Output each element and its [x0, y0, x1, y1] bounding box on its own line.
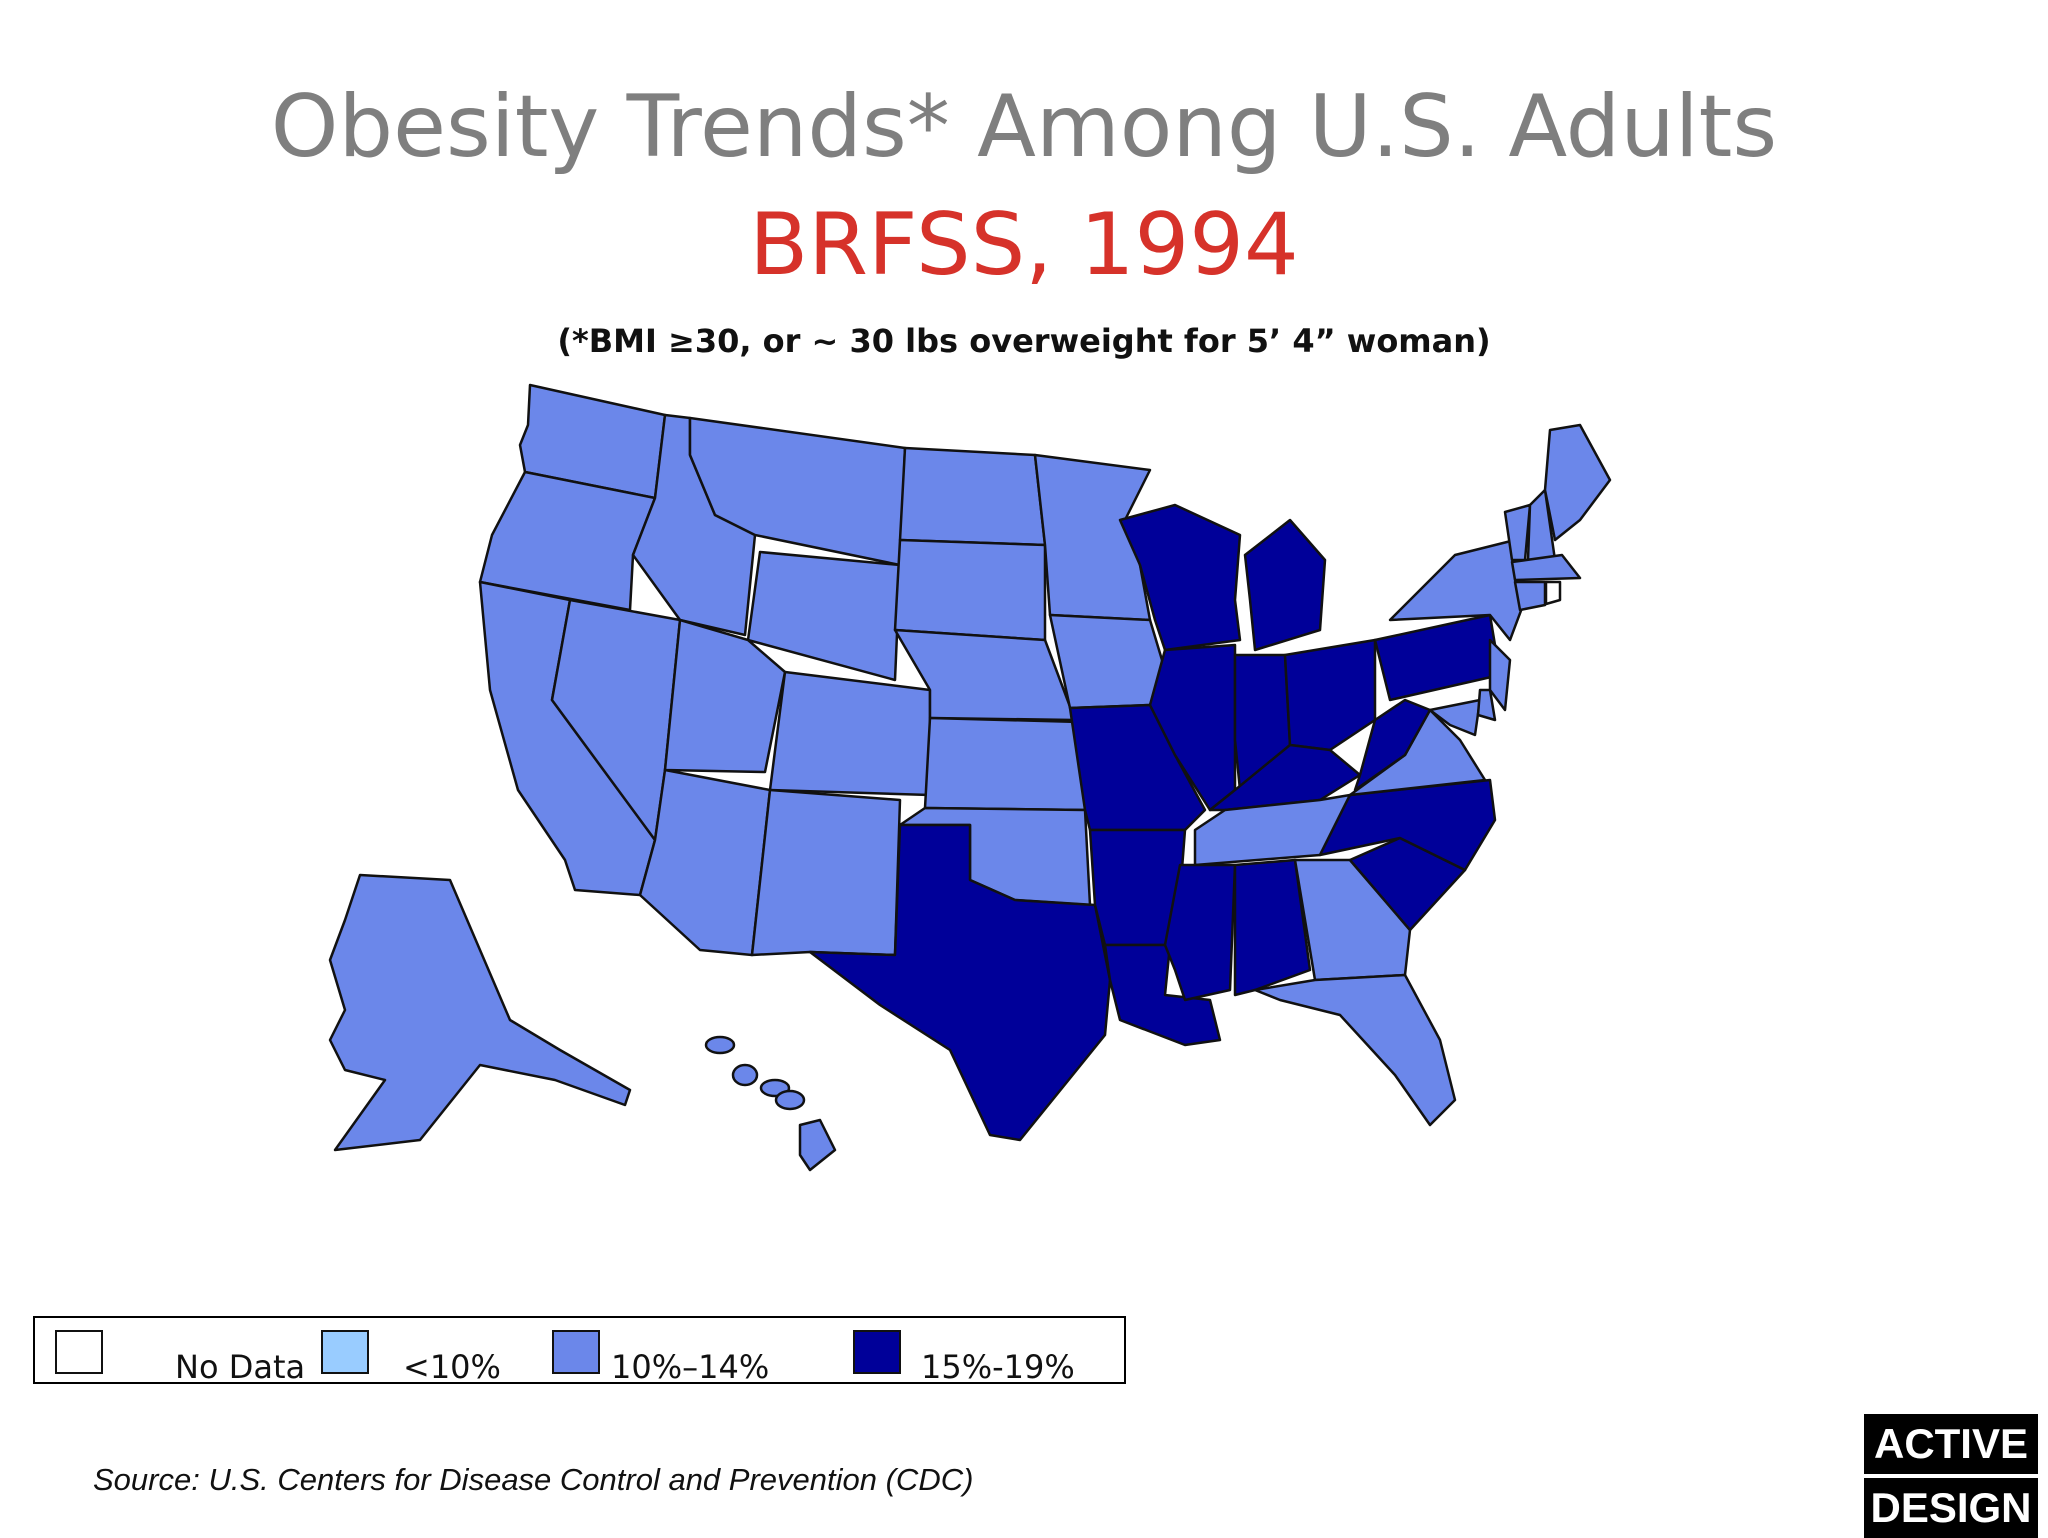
- state-iowa: [1048, 613, 1167, 710]
- state-louisiana: [1103, 943, 1222, 1047]
- legend-label-10-14: 10%–14%: [611, 1348, 770, 1386]
- logo-divider: [1864, 1474, 2038, 1478]
- state-north-dakota: [898, 446, 1047, 547]
- state-alabama: [1233, 858, 1312, 997]
- state-alaska: [328, 873, 632, 1152]
- state-connecticut: [1513, 580, 1547, 612]
- state-pennsylvania: [1373, 613, 1502, 702]
- page-subtitle: BRFSS, 1994: [749, 195, 1299, 295]
- state-south-dakota: [893, 538, 1047, 642]
- state-minnesota: [1033, 453, 1152, 622]
- state-georgia: [1293, 858, 1412, 982]
- state-delaware: [1476, 688, 1497, 722]
- legend-label-15-19: 15%-19%: [921, 1348, 1075, 1386]
- state-florida: [1253, 973, 1457, 1127]
- source-citation: Source: U.S. Centers for Disease Control…: [93, 1462, 974, 1497]
- state-kansas: [923, 716, 1087, 812]
- state-massachusetts: [1510, 553, 1582, 582]
- state-ohio: [1283, 638, 1377, 752]
- state-hawaii: [798, 1118, 837, 1172]
- bmi-footnote: (*BMI ≥30, or ~ 30 lbs overweight for 5’…: [557, 322, 1491, 360]
- state-texas: [808, 823, 1112, 1142]
- logo-line-1: ACTIVE: [1873, 1420, 2028, 1467]
- state-maine: [1543, 423, 1612, 542]
- legend-label-lt10: <10%: [403, 1348, 501, 1386]
- us-choropleth-map: [328, 383, 1612, 1172]
- legend-swatch-no-data: [55, 1330, 103, 1374]
- legend: No Data <10% 10%–14% 15%-19%: [33, 1316, 1126, 1386]
- hawaii-island-4: [774, 1089, 806, 1111]
- state-maryland: [1428, 698, 1482, 737]
- logo-line-2: DESIGN: [1870, 1484, 2032, 1531]
- legend-swatch-lt10: [321, 1330, 369, 1374]
- state-colorado: [768, 670, 932, 797]
- state-rhode-island: [1544, 580, 1562, 606]
- state-michigan: [1243, 518, 1327, 652]
- legend-swatch-10-14: [552, 1330, 600, 1374]
- hawaii-island-1: [704, 1035, 736, 1055]
- state-wisconsin: [1118, 503, 1242, 652]
- legend-label-no-data: No Data: [175, 1348, 306, 1386]
- active-design-logo: ACTIVE DESIGN: [1864, 1414, 2038, 1538]
- legend-swatch-15-19: [853, 1330, 901, 1374]
- hawaii-island-2: [731, 1063, 759, 1087]
- state-new-jersey: [1488, 638, 1512, 712]
- state-mississippi: [1163, 863, 1237, 1002]
- state-new-mexico: [750, 788, 902, 957]
- state-wyoming: [746, 550, 902, 682]
- state-utah: [663, 618, 787, 774]
- page-title: Obesity Trends* Among U.S. Adults: [270, 77, 1778, 177]
